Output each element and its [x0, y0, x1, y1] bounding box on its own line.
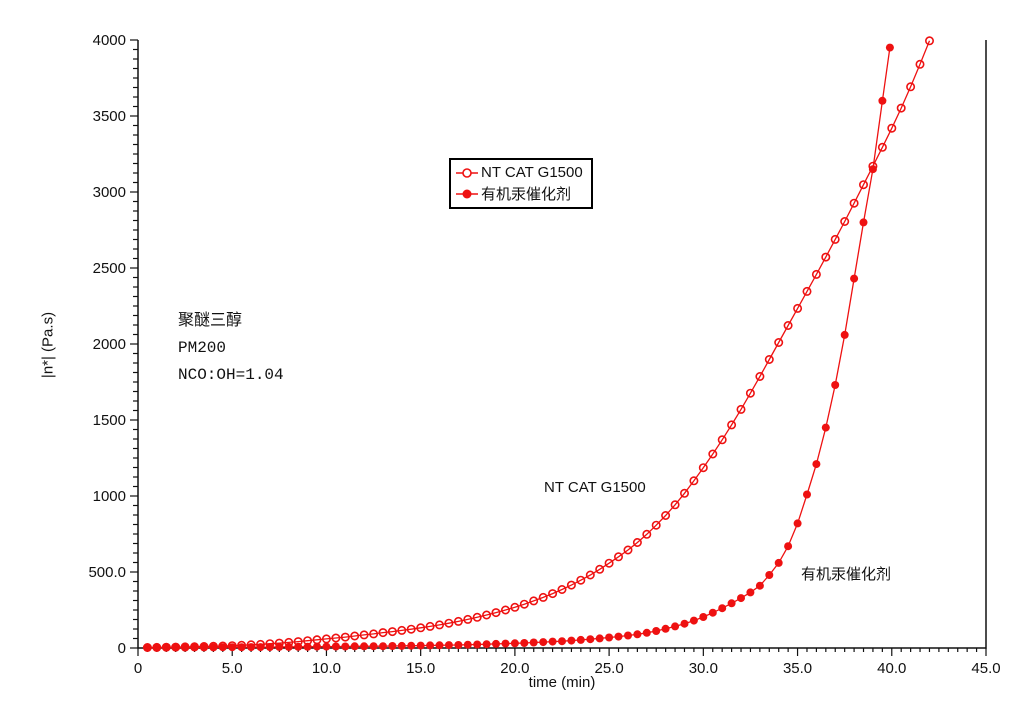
- axes: [130, 39, 987, 656]
- curve-label-nt-cat-g1500: NT CAT G1500: [544, 479, 646, 496]
- filled-circle-marker-icon: [455, 187, 479, 201]
- legend-entry-organic-mercury: 有机汞催化剂: [455, 183, 583, 204]
- series-nt-cat-g1500: [142, 36, 934, 652]
- svg-text:10.0: 10.0: [312, 660, 341, 677]
- svg-text:5.0: 5.0: [222, 660, 243, 677]
- svg-text:4000: 4000: [93, 32, 126, 49]
- svg-text:2500: 2500: [93, 260, 126, 277]
- svg-text:1500: 1500: [93, 412, 126, 429]
- svg-text:30.0: 30.0: [689, 660, 718, 677]
- svg-text:0: 0: [134, 660, 142, 677]
- svg-text:3500: 3500: [93, 108, 126, 125]
- svg-text:20.0: 20.0: [500, 660, 529, 677]
- annotation-line-pm200: PM200: [178, 339, 227, 357]
- legend-label: 有机汞催化剂: [481, 186, 572, 203]
- svg-text:2000: 2000: [93, 336, 126, 353]
- svg-text:40.0: 40.0: [877, 660, 906, 677]
- svg-text:35.0: 35.0: [783, 660, 812, 677]
- annotation-line-polyol: 聚醚三醇: [178, 312, 243, 330]
- svg-text:3000: 3000: [93, 184, 126, 201]
- svg-text:500.0: 500.0: [88, 564, 126, 581]
- svg-text:25.0: 25.0: [595, 660, 624, 677]
- y-axis-title: |n*| (Pa.s): [39, 311, 57, 379]
- open-circle-marker-icon: [455, 166, 479, 180]
- svg-text:1000: 1000: [93, 488, 126, 505]
- svg-text:0: 0: [118, 640, 126, 657]
- legend: NT CAT G1500 有机汞催化剂: [449, 158, 593, 209]
- legend-entry-nt-cat-g1500: NT CAT G1500: [455, 162, 583, 183]
- legend-label: NT CAT G1500: [481, 164, 583, 181]
- svg-text:15.0: 15.0: [406, 660, 435, 677]
- sample-annotation: 聚醚三醇 PM200 NCO:OH=1.04: [178, 308, 284, 389]
- x-axis-title: time (min): [528, 674, 596, 691]
- svg-text:45.0: 45.0: [971, 660, 1000, 677]
- tick-labels: 0 5.0 10.0 15.0 20.0 25.0 30.0 35.0 40.0 45.0 0 500…: [88, 32, 1000, 677]
- curve-label-organic-mercury: 有机汞催化剂: [801, 566, 892, 583]
- annotation-line-nco-oh: NCO:OH=1.04: [178, 366, 284, 384]
